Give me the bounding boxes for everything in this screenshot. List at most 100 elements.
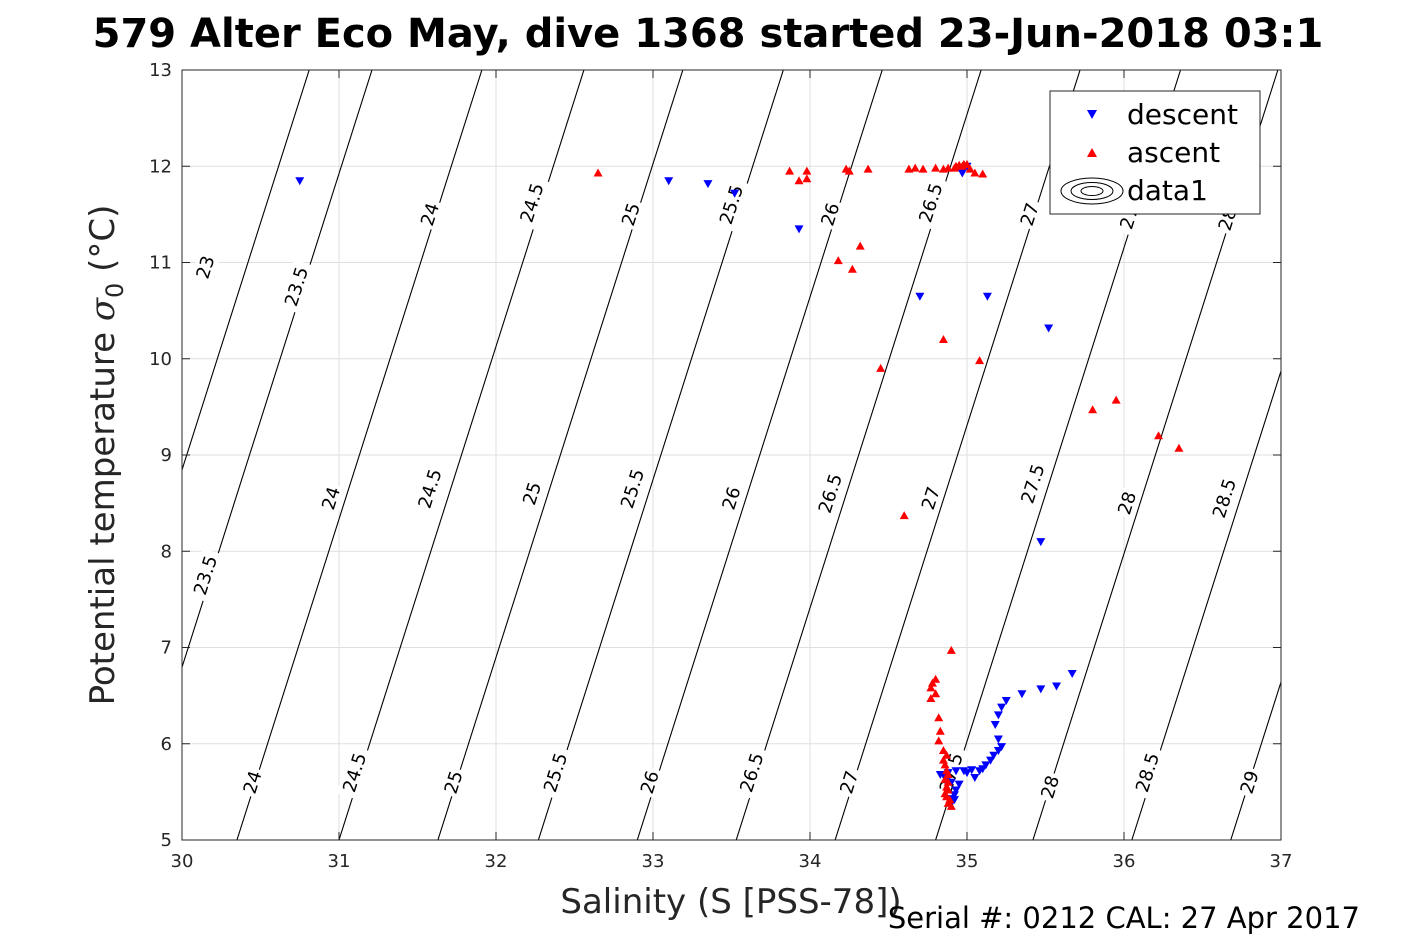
ascent-point	[593, 168, 603, 177]
contour-label: 28	[1035, 770, 1065, 804]
descent-point	[957, 169, 967, 178]
x-tick-label: 33	[642, 851, 665, 872]
descent-point	[1001, 696, 1011, 705]
chart-title: 579 Alter Eco May, dive 1368 started 23-…	[93, 11, 1324, 57]
ascent-point	[965, 164, 975, 173]
y-axis-label-main: Potential temperature	[83, 321, 123, 705]
descent-point	[967, 766, 977, 775]
ascent-point	[1154, 431, 1164, 440]
ascent-point	[938, 755, 948, 764]
contour-label: 27	[916, 481, 946, 515]
ascent-point	[962, 159, 972, 168]
ascent-point	[934, 713, 944, 722]
x-tick-label: 34	[799, 851, 822, 872]
descent-point	[915, 292, 925, 301]
y-axis-ticks: 5 6 7 8 9 10 11 12 13	[149, 60, 1281, 851]
ascent-point	[926, 694, 936, 703]
ascent-point	[899, 511, 909, 520]
y-tick-label: 11	[149, 253, 172, 274]
y-axis-label-unit: (°C)	[83, 205, 123, 283]
x-tick-label: 31	[328, 851, 351, 872]
descent-point	[1017, 690, 1027, 699]
y-tick-label: 13	[149, 60, 172, 81]
y-tick-label: 8	[161, 541, 172, 562]
descent-point	[730, 189, 740, 198]
x-tick-label: 30	[171, 851, 194, 872]
ascent-point	[918, 164, 928, 173]
descent-point	[962, 769, 972, 778]
contour-label: 23	[190, 250, 221, 284]
ascent-point	[931, 163, 941, 172]
ascent-point	[910, 163, 920, 172]
descent-point	[664, 177, 674, 186]
descent-point	[986, 756, 996, 765]
x-tick-label: 37	[1270, 851, 1293, 872]
ascent-point	[926, 683, 936, 692]
ascent-point	[943, 770, 953, 779]
ascent-point	[946, 645, 956, 654]
legend-ascent-marker-icon	[1087, 148, 1097, 157]
contour-label: 29	[1234, 765, 1265, 799]
descent-point	[1036, 685, 1046, 694]
ascent-point	[1174, 443, 1184, 452]
y-tick-label: 9	[161, 445, 172, 466]
x-tick-label: 36	[1113, 851, 1136, 872]
ascent-point	[847, 264, 857, 273]
y-tick-label: 12	[149, 156, 172, 177]
ascent-point	[844, 166, 854, 175]
ascent-point	[931, 689, 941, 698]
y-tick-label: 7	[161, 638, 172, 659]
contour-label: 25	[438, 765, 469, 799]
descent-point	[1051, 682, 1061, 691]
contour-label: 26	[716, 481, 747, 515]
contour-label: 25	[616, 197, 646, 232]
descent-point	[975, 767, 985, 776]
ascent-point	[876, 363, 886, 372]
ascent-point	[794, 176, 804, 185]
x-axis-ticks: 30 31 32 33 34 35 36 37	[171, 70, 1293, 872]
descent-point	[951, 786, 961, 795]
x-tick-label: 32	[485, 851, 508, 872]
legend-data1-label: data1	[1127, 174, 1208, 207]
descent-point	[1044, 324, 1054, 333]
ascent-point	[943, 163, 953, 172]
descent-point	[990, 721, 1000, 729]
y-tick-label: 10	[149, 349, 172, 370]
ascent-point	[975, 356, 985, 365]
y-tick-label: 6	[161, 734, 172, 755]
legend-contour-icon	[1060, 177, 1124, 205]
data-markers	[295, 159, 1184, 810]
ascent-point	[942, 750, 952, 759]
ascent-point	[833, 256, 843, 265]
ascent-point	[855, 241, 865, 250]
ascent-point	[1111, 395, 1121, 404]
descent-point	[794, 225, 804, 234]
descent-point	[997, 703, 1007, 712]
descent-point	[1036, 538, 1046, 547]
isopycnal-line-23.5	[182, 70, 373, 670]
descent-point	[1067, 669, 1077, 678]
descent-point	[295, 177, 305, 186]
x-tick-label: 35	[956, 851, 979, 872]
descent-point	[993, 746, 1003, 755]
ascent-point	[802, 174, 812, 183]
legend-box	[1049, 90, 1261, 215]
ascent-point	[938, 745, 948, 754]
x-axis-label: Salinity (S [PSS-78])	[560, 882, 901, 922]
legend-descent-label: descent	[1127, 98, 1238, 131]
descent-point	[989, 751, 999, 760]
contour-label: 27	[834, 765, 864, 799]
ascent-point	[935, 726, 945, 735]
descent-point	[951, 767, 961, 776]
ascent-point	[863, 164, 873, 173]
ascent-point	[802, 166, 812, 175]
ascent-point	[970, 168, 980, 177]
ascent-point	[785, 166, 795, 175]
descent-point	[954, 780, 964, 789]
legend-ascent-label: ascent	[1127, 136, 1220, 169]
ascent-point	[978, 169, 988, 178]
footer-serial-cal: Serial #: 0212 CAL: 27 Apr 2017	[888, 901, 1360, 935]
contour-label: 24	[316, 481, 346, 515]
ascent-point	[927, 678, 937, 687]
